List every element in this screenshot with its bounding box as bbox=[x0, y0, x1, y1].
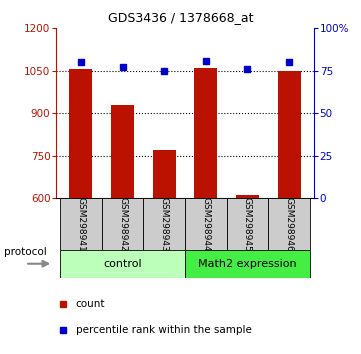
Bar bbox=[194, 68, 217, 198]
Bar bbox=[185, 198, 227, 250]
Text: count: count bbox=[76, 298, 105, 309]
Bar bbox=[111, 105, 134, 198]
Text: control: control bbox=[103, 259, 142, 269]
Bar bbox=[60, 250, 185, 278]
Text: Math2 expression: Math2 expression bbox=[198, 259, 297, 269]
Bar bbox=[60, 198, 102, 250]
Text: GSM298942: GSM298942 bbox=[118, 196, 127, 251]
Text: GSM298945: GSM298945 bbox=[243, 196, 252, 251]
Bar bbox=[69, 69, 92, 198]
Text: GSM298946: GSM298946 bbox=[284, 196, 293, 251]
Bar bbox=[102, 198, 143, 250]
Text: percentile rank within the sample: percentile rank within the sample bbox=[76, 325, 252, 335]
Bar bbox=[227, 198, 268, 250]
Bar bbox=[268, 198, 310, 250]
Bar bbox=[278, 71, 301, 198]
Text: GDS3436 / 1378668_at: GDS3436 / 1378668_at bbox=[108, 11, 253, 24]
Text: GSM298941: GSM298941 bbox=[77, 196, 86, 251]
Bar bbox=[143, 198, 185, 250]
Text: GSM298943: GSM298943 bbox=[160, 196, 169, 251]
Bar bbox=[185, 250, 310, 278]
Bar bbox=[236, 195, 259, 198]
Text: protocol: protocol bbox=[4, 247, 46, 257]
Bar bbox=[153, 150, 176, 198]
Text: GSM298944: GSM298944 bbox=[201, 196, 210, 251]
